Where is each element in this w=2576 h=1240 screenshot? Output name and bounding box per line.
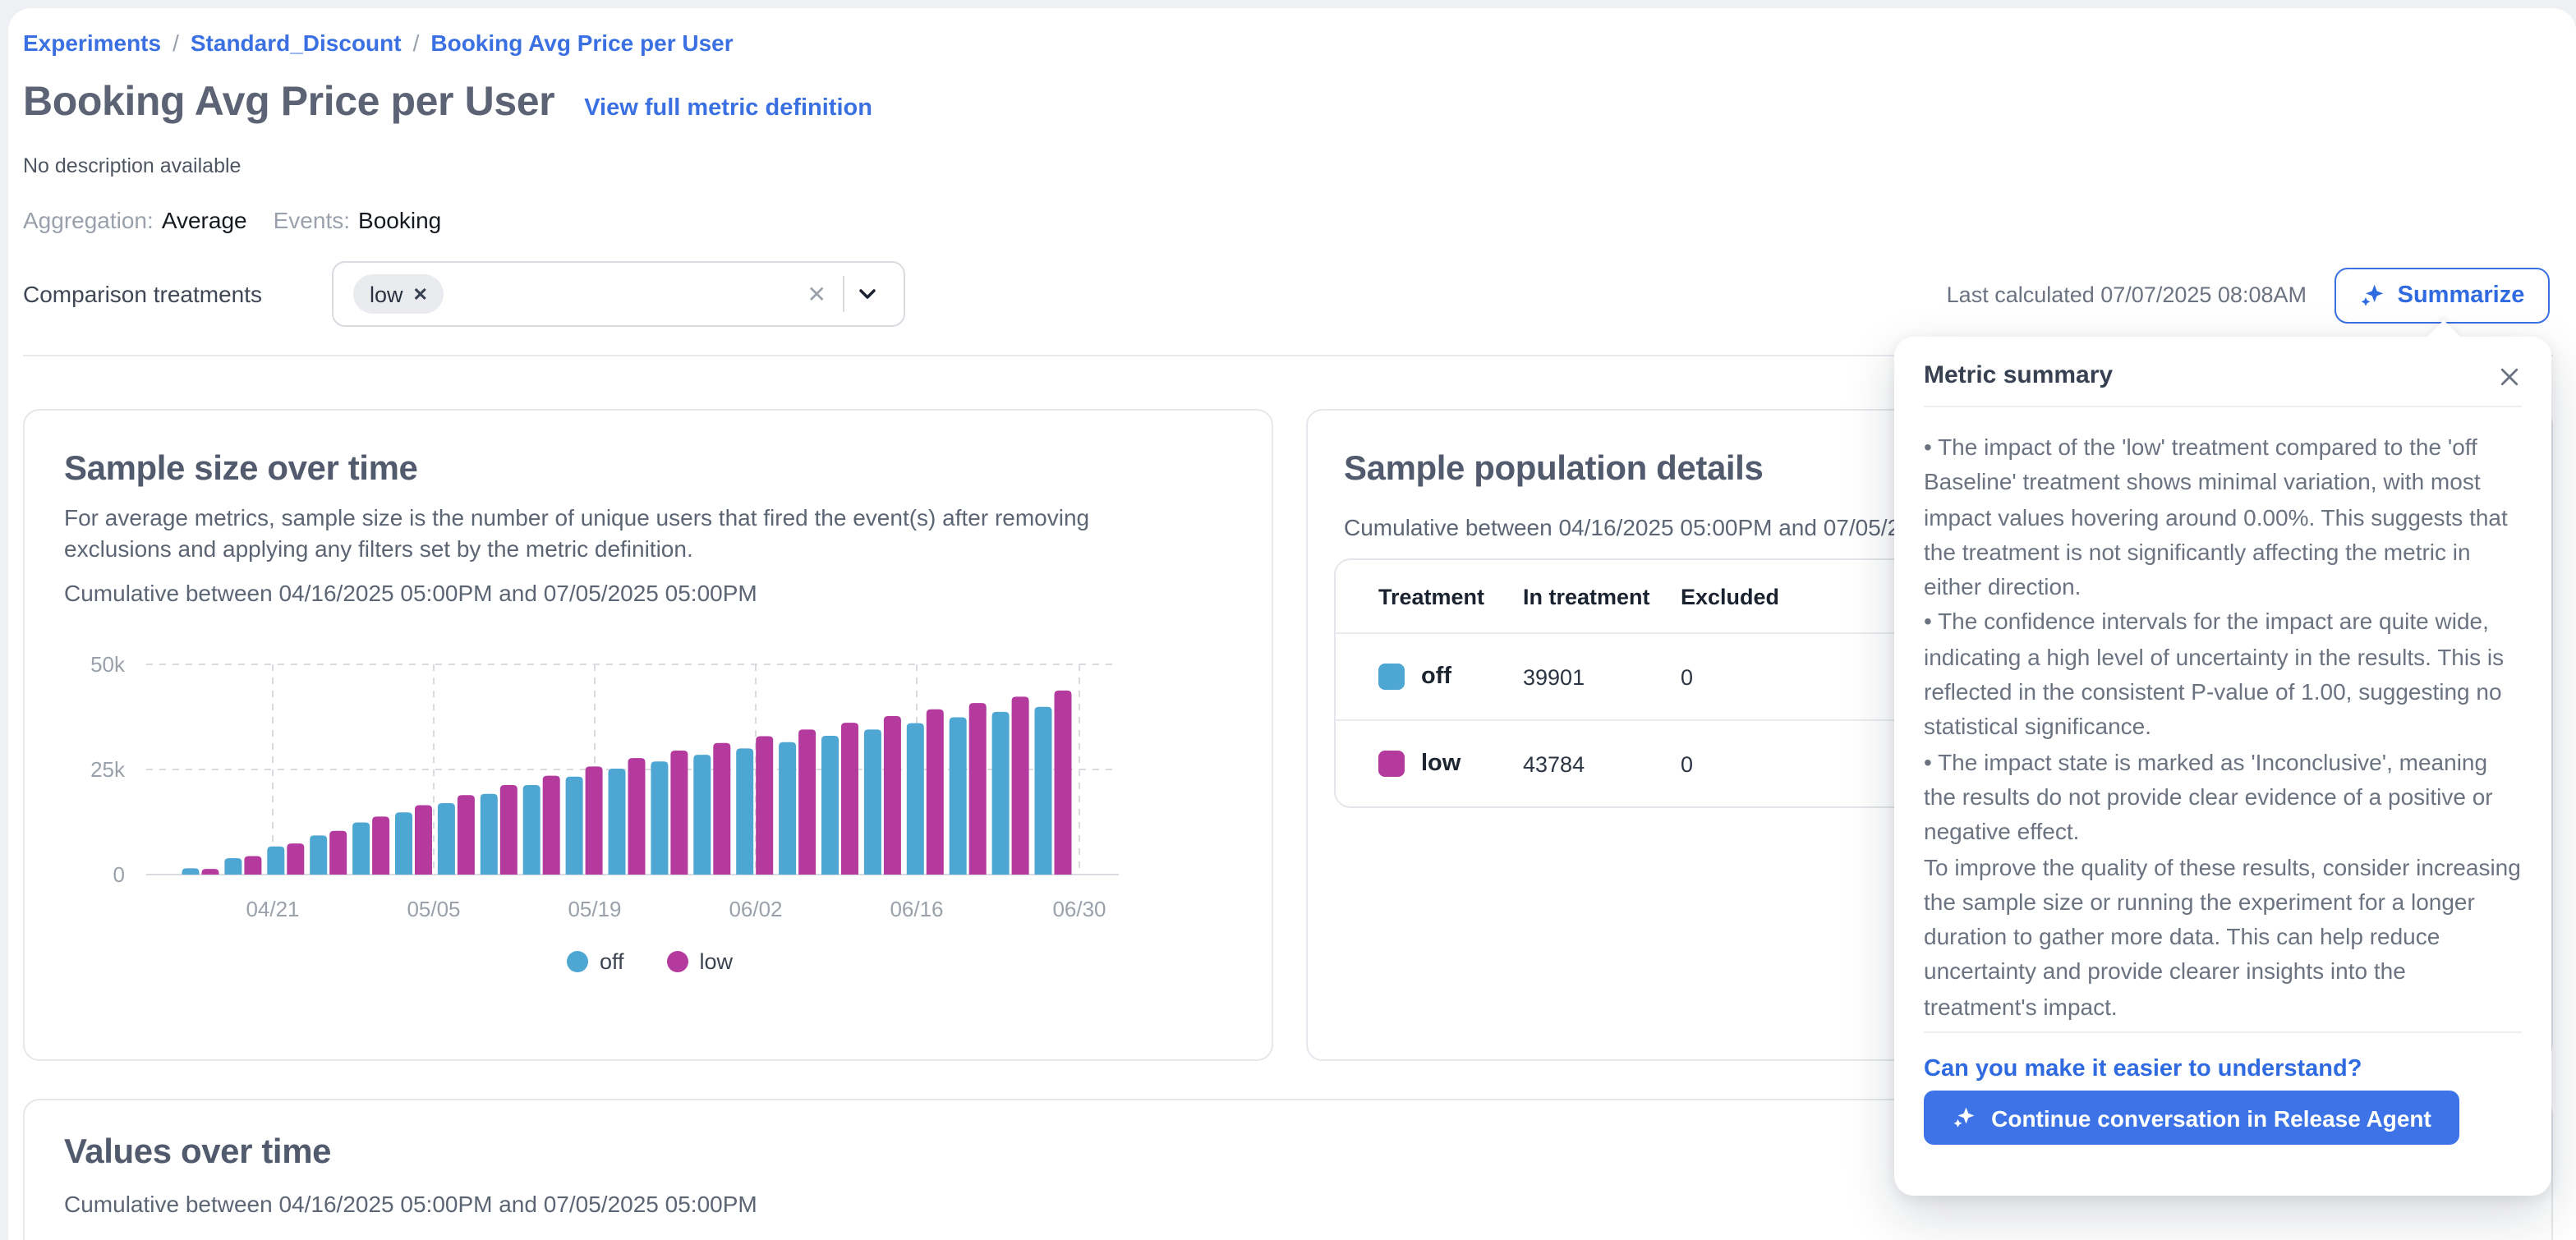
breadcrumb-experiment-name[interactable]: Standard_Discount xyxy=(190,30,402,56)
treatment-name-low: low xyxy=(1421,751,1461,777)
values-card-title: Values over time xyxy=(64,1133,332,1171)
last-calculated-text: Last calculated 07/07/2025 08:08AM xyxy=(1946,282,2307,307)
header-divider xyxy=(23,355,2553,356)
sample-size-card: Sample size over time For average metric… xyxy=(23,409,1273,1061)
easier-to-understand-link[interactable]: Can you make it easier to understand? xyxy=(1924,1056,2362,1082)
svg-text:50k: 50k xyxy=(90,652,126,677)
summary-bullet: • The confidence intervals for the impac… xyxy=(1924,608,2505,740)
select-clear-icon[interactable]: ✕ xyxy=(807,280,826,306)
excluded-off: 0 xyxy=(1681,664,1694,689)
breadcrumb-separator: / xyxy=(172,30,179,56)
excluded-low: 0 xyxy=(1681,751,1694,776)
swatch-off xyxy=(1378,664,1405,690)
aggregation-value: Average xyxy=(161,207,247,233)
summary-bullet: • The impact state is marked as 'Inconcl… xyxy=(1924,748,2493,845)
svg-text:06/16: 06/16 xyxy=(890,897,943,921)
summary-paragraph: To improve the quality of these results,… xyxy=(1924,853,2521,1020)
summarize-button[interactable]: Summarize xyxy=(2334,268,2550,324)
popover-divider xyxy=(1924,406,2522,407)
sample-size-card-title: Sample size over time xyxy=(64,450,418,488)
treatment-name-off: off xyxy=(1421,664,1452,690)
col-treatment: Treatment xyxy=(1378,584,1485,609)
popover-title: Metric summary xyxy=(1924,361,2114,389)
values-card-cumulative: Cumulative between 04/16/2025 05:00PM an… xyxy=(64,1191,757,1217)
popover-divider-bottom xyxy=(1924,1031,2522,1033)
continue-conversation-label: Continue conversation in Release Agent xyxy=(1991,1105,2431,1131)
aggregation-label: Aggregation: xyxy=(23,207,154,233)
breadcrumb-separator: / xyxy=(412,30,420,56)
summary-bullet: • The impact of the 'low' treatment comp… xyxy=(1924,434,2508,600)
col-excluded: Excluded xyxy=(1681,584,1780,609)
sample-size-card-cumulative: Cumulative between 04/16/2025 05:00PM an… xyxy=(64,580,757,606)
breadcrumb: Experiments / Standard_Discount / Booking Av… xyxy=(23,30,734,56)
in-treatment-low: 43784 xyxy=(1523,751,1585,776)
events-label: Events: xyxy=(273,207,351,233)
comparison-treatments-select[interactable]: low ✕ ✕ xyxy=(332,261,905,327)
popover-body: • The impact of the 'low' treatment comp… xyxy=(1924,430,2525,1025)
comparison-treatments-label: Comparison treatments xyxy=(23,281,263,307)
in-treatment-off: 39901 xyxy=(1523,664,1585,689)
legend-dot-low xyxy=(666,951,688,972)
table-row-off: off 39901 0 xyxy=(1336,634,2510,719)
chart-legend: off low xyxy=(25,949,1275,974)
legend-label-low: low xyxy=(699,949,734,974)
treatment-chip-low[interactable]: low ✕ xyxy=(353,274,444,314)
events-value: Booking xyxy=(358,207,442,233)
breadcrumb-metric-name[interactable]: Booking Avg Price per User xyxy=(430,30,734,56)
close-icon[interactable] xyxy=(2491,358,2528,396)
chevron-down-icon[interactable] xyxy=(844,281,890,307)
population-card-title: Sample population details xyxy=(1344,450,1764,488)
chip-remove-icon[interactable]: ✕ xyxy=(412,285,428,305)
svg-text:25k: 25k xyxy=(90,757,126,782)
svg-text:05/19: 05/19 xyxy=(568,897,621,921)
svg-text:06/02: 06/02 xyxy=(729,897,782,921)
legend-item-low[interactable]: low xyxy=(666,949,734,974)
metric-description: No description available xyxy=(23,154,242,177)
treatment-chip-label: low xyxy=(370,282,403,306)
sample-size-bar-chart: 04/21 05/05 05/19 06/02 06/16 06/30 0 25k 50k xyxy=(90,652,1119,921)
breadcrumb-experiments[interactable]: Experiments xyxy=(23,30,162,56)
legend-label-off: off xyxy=(599,949,624,974)
svg-text:06/30: 06/30 xyxy=(1052,897,1106,921)
sample-size-card-description: For average metrics, sample size is the … xyxy=(64,504,1090,562)
legend-dot-off xyxy=(566,951,588,972)
metric-meta-row: Aggregation: Average Events: Booking xyxy=(23,207,441,233)
page-title-row: Booking Avg Price per User View full met… xyxy=(23,79,872,126)
legend-item-off[interactable]: off xyxy=(566,949,624,974)
swatch-low xyxy=(1378,751,1405,777)
metric-summary-popover: Metric summary • The impact of the 'low'… xyxy=(1894,319,2551,1196)
page-title: Booking Avg Price per User xyxy=(23,79,555,125)
col-in-treatment: In treatment xyxy=(1523,584,1650,609)
view-metric-definition-link[interactable]: View full metric definition xyxy=(584,95,872,122)
summarize-button-label: Summarize xyxy=(2397,282,2525,309)
select-divider xyxy=(843,276,844,312)
sparkle-icon xyxy=(2360,282,2386,309)
svg-text:0: 0 xyxy=(113,862,125,887)
svg-text:05/05: 05/05 xyxy=(407,897,460,921)
continue-conversation-button[interactable]: Continue conversation in Release Agent xyxy=(1924,1091,2459,1145)
svg-text:04/21: 04/21 xyxy=(246,897,299,921)
sparkle-icon xyxy=(1952,1105,1976,1130)
